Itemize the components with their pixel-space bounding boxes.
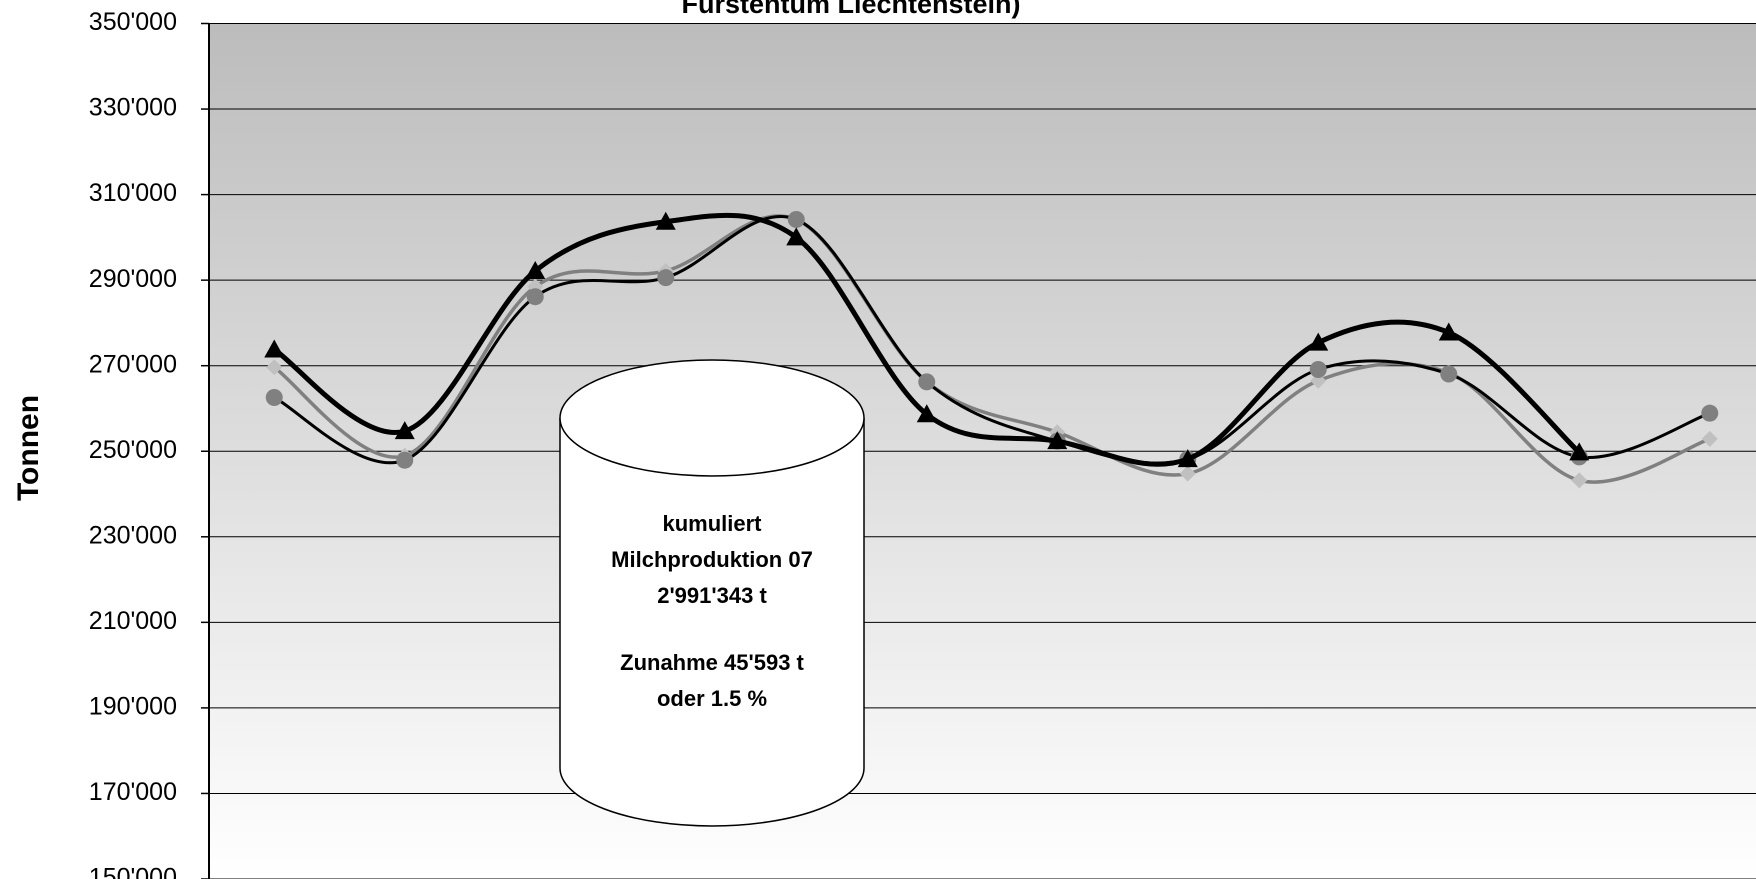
annotation-text: 2'991'343 t [657, 583, 767, 608]
marker [1308, 332, 1329, 351]
marker [1047, 431, 1068, 450]
annotation-text: oder 1.5 % [657, 686, 767, 711]
annotation-text: Milchproduktion 07 [611, 547, 813, 572]
marker [1438, 322, 1459, 341]
y-tick-label: 350'000 [89, 8, 177, 36]
marker [264, 339, 285, 358]
marker [394, 421, 415, 440]
marker [657, 269, 675, 287]
marker [525, 260, 546, 279]
marker [265, 389, 283, 407]
marker [786, 227, 807, 246]
marker [918, 373, 936, 391]
y-tick-label: 270'000 [89, 350, 177, 378]
marker [1309, 361, 1327, 379]
marker [1701, 430, 1718, 447]
series-line [272, 212, 1581, 467]
marker [1569, 442, 1590, 461]
y-tick-label: 170'000 [89, 778, 177, 806]
y-tick-label: 310'000 [89, 179, 177, 207]
y-tick-label: 150'000 [89, 864, 177, 879]
marker [1571, 472, 1588, 489]
marker [526, 288, 544, 306]
y-tick-label: 330'000 [89, 94, 177, 122]
marker [1701, 404, 1719, 422]
y-tick-label: 210'000 [89, 607, 177, 635]
y-tick-label: 230'000 [89, 521, 177, 549]
series-line [273, 215, 1711, 465]
y-tick-label: 190'000 [89, 693, 177, 721]
marker [266, 359, 283, 376]
y-tick-label: 290'000 [89, 265, 177, 293]
marker [787, 210, 805, 228]
marker [1440, 365, 1458, 383]
annotation-text: kumuliert [662, 511, 762, 536]
cylinder-body [559, 418, 865, 827]
chart-title: Fürstentum Liechtenstein) [681, 0, 1020, 19]
marker [1177, 449, 1198, 468]
annotation-cylinder [559, 359, 865, 827]
marker [655, 211, 676, 230]
annotation-text: Zunahme 45'593 t [620, 650, 804, 675]
y-axis-label: Tonnen [12, 395, 45, 501]
marker [396, 451, 414, 469]
marker [1179, 465, 1196, 482]
marker [916, 404, 937, 423]
y-tick-label: 250'000 [89, 436, 177, 464]
cylinder-top [559, 359, 865, 477]
